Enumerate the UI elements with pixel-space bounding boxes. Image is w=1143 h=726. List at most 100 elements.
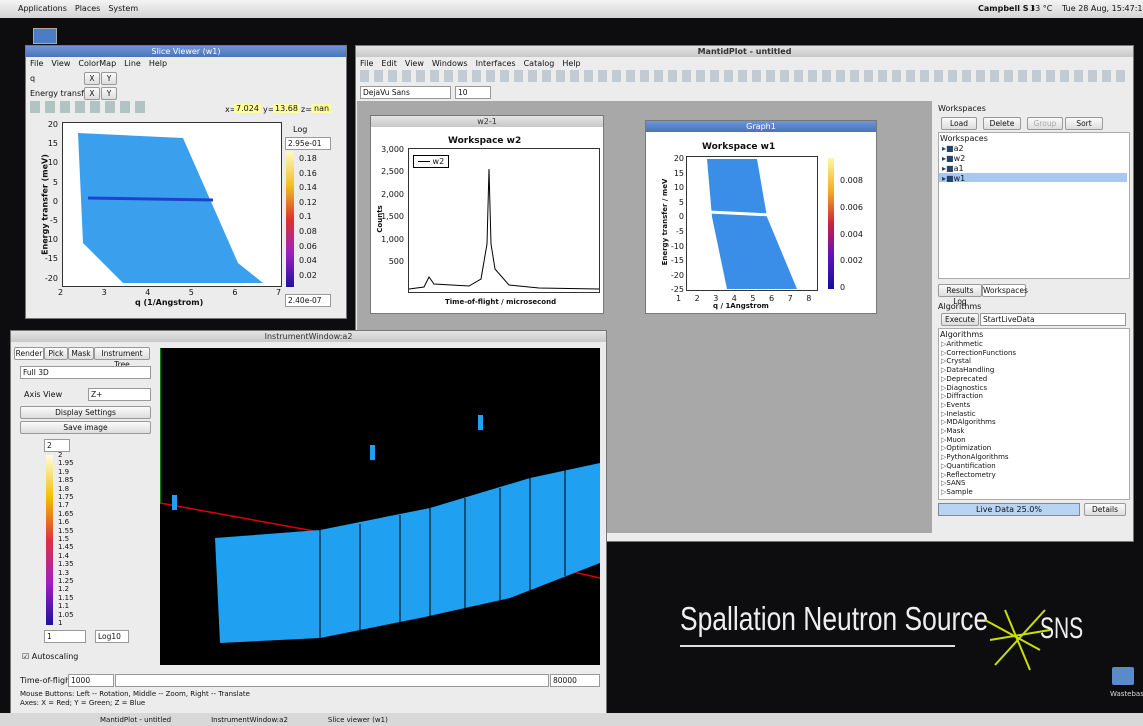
- menu-item[interactable]: File: [360, 59, 373, 68]
- delete-button[interactable]: Delete: [983, 117, 1021, 130]
- menu-item[interactable]: Edit: [381, 59, 397, 68]
- algorithm-category[interactable]: Mask: [941, 427, 964, 435]
- colorbar-tick-label: 1.75: [58, 493, 74, 501]
- taskbar-item[interactable]: MantidPlot - untitled: [100, 716, 171, 724]
- algorithm-category[interactable]: Deprecated: [941, 375, 987, 383]
- trash-icon[interactable]: [1112, 667, 1134, 685]
- menu-item[interactable]: Help: [149, 59, 167, 68]
- menu-item[interactable]: View: [51, 59, 70, 68]
- window-title[interactable]: InstrumentWindow:a2: [11, 331, 606, 342]
- tab[interactable]: Pick: [44, 347, 68, 360]
- y-axis-label: Counts: [376, 189, 384, 249]
- window-title[interactable]: w2-1: [371, 116, 603, 127]
- tab[interactable]: Mask: [68, 347, 94, 360]
- window-title[interactable]: MantidPlot - untitled: [356, 46, 1133, 57]
- menu-item[interactable]: Catalog: [524, 59, 555, 68]
- colorbar-tick-label: 0.06: [299, 242, 317, 251]
- workspace-item[interactable]: a1: [942, 164, 964, 173]
- panel-menu[interactable]: Places: [75, 4, 100, 13]
- tof-max[interactable]: 80000: [550, 674, 600, 687]
- algorithm-category[interactable]: DataHandling: [941, 366, 994, 374]
- menu-item[interactable]: Line: [124, 59, 141, 68]
- scale-select[interactable]: Log10: [95, 630, 129, 643]
- font-select[interactable]: DejaVu Sans: [360, 86, 451, 99]
- dim-y-button[interactable]: Y: [101, 72, 117, 85]
- window-title[interactable]: Graph1: [646, 121, 876, 132]
- algorithm-category[interactable]: Quantification: [941, 462, 996, 470]
- trash-label[interactable]: Wastebas: [1110, 690, 1143, 698]
- algorithm-category[interactable]: Muon: [941, 436, 966, 444]
- menu-item[interactable]: File: [30, 59, 43, 68]
- algorithm-category[interactable]: Diffraction: [941, 392, 983, 400]
- sort-button[interactable]: Sort: [1065, 117, 1103, 130]
- coord-value: 7.024: [234, 104, 261, 113]
- colorbar-tick-label: 1.05: [58, 611, 74, 619]
- tab[interactable]: Results Log: [938, 284, 982, 297]
- axis-view-select[interactable]: Z+: [88, 388, 151, 401]
- tab[interactable]: Instrument Tree: [94, 347, 150, 360]
- log-checkbox[interactable]: Log: [293, 125, 307, 134]
- font-size-select[interactable]: 10: [455, 86, 491, 99]
- taskbar-item[interactable]: Slice viewer (w1): [328, 716, 388, 724]
- x-axis-label: Time-of-flight / microsecond: [445, 298, 556, 306]
- tab[interactable]: Render: [14, 347, 44, 360]
- y-tick-label: -20: [668, 271, 684, 280]
- algorithm-category[interactable]: Reflectometry: [941, 471, 996, 479]
- details-button[interactable]: Details: [1084, 503, 1126, 516]
- selection: [939, 173, 1127, 182]
- load-button[interactable]: Load: [941, 117, 977, 130]
- save-image-button[interactable]: Save image: [20, 421, 151, 434]
- algorithm-category[interactable]: Events: [941, 401, 970, 409]
- workspace-item[interactable]: a2: [942, 144, 964, 153]
- algorithm-category[interactable]: PythonAlgorithms: [941, 453, 1009, 461]
- algorithm-category[interactable]: Arithmetic: [941, 340, 983, 348]
- workspace-item[interactable]: w1: [942, 174, 965, 183]
- algorithm-category[interactable]: Crystal: [941, 357, 971, 365]
- algorithm-category[interactable]: SANS: [941, 479, 965, 487]
- tof-min[interactable]: 1000: [68, 674, 114, 687]
- menu-item[interactable]: Windows: [432, 59, 468, 68]
- menu-item[interactable]: Interfaces: [476, 59, 516, 68]
- computer-icon[interactable]: [33, 28, 57, 44]
- colorbar-min[interactable]: 1: [44, 630, 86, 643]
- window-title[interactable]: Slice Viewer (w1): [26, 46, 346, 57]
- view-select[interactable]: Full 3D: [20, 366, 151, 379]
- toolbar[interactable]: [360, 70, 1130, 82]
- clock: Tue 28 Aug, 15:47:10: [1062, 4, 1143, 13]
- colorbar-tick-label: 1.35: [58, 560, 74, 568]
- tab[interactable]: Workspaces: [982, 284, 1026, 297]
- display-settings-button[interactable]: Display Settings: [20, 406, 151, 419]
- panel-menu[interactable]: System: [108, 4, 138, 13]
- algorithm-category[interactable]: Sample: [941, 488, 973, 496]
- tof-slider[interactable]: [115, 674, 549, 687]
- menu-item-list: File Edit View Windows Interfaces Catalog Help: [360, 59, 581, 68]
- x-tick-label: 6: [769, 294, 774, 303]
- algorithm-category[interactable]: Diagnostics: [941, 384, 987, 392]
- dim-x-button[interactable]: X: [84, 72, 100, 85]
- help-text: Axes: X = Red; Y = Green; Z = Blue: [20, 699, 145, 707]
- menu-item[interactable]: View: [405, 59, 424, 68]
- panel-menu[interactable]: Applications: [18, 4, 67, 13]
- algorithm-category[interactable]: Inelastic: [941, 410, 976, 418]
- colorbar-max[interactable]: 2.95e-01: [285, 137, 331, 150]
- colorbar-tick-label: 1.65: [58, 510, 74, 518]
- menu-item[interactable]: Help: [562, 59, 580, 68]
- legend: w2: [413, 155, 449, 168]
- coord-value: nan: [312, 104, 331, 113]
- menu-item[interactable]: ColorMap: [78, 59, 116, 68]
- workspace-item[interactable]: w2: [942, 154, 965, 163]
- toolbar[interactable]: [30, 101, 150, 113]
- algorithm-search[interactable]: StartLiveData: [980, 313, 1126, 326]
- dim-x-button[interactable]: X: [84, 87, 100, 100]
- algorithm-category[interactable]: CorrectionFunctions: [941, 349, 1016, 357]
- algorithm-category[interactable]: Optimization: [941, 444, 991, 452]
- colorbar-max[interactable]: 2: [44, 439, 70, 452]
- user[interactable]: Campbell S I: [978, 4, 1034, 13]
- colorbar-min[interactable]: 2.40e-07: [285, 294, 331, 307]
- autoscaling-checkbox[interactable]: ☑ Autoscaling: [22, 652, 78, 661]
- algorithm-category[interactable]: MDAlgorithms: [941, 418, 996, 426]
- dim-y-button[interactable]: Y: [101, 87, 117, 100]
- group-button[interactable]: Group: [1027, 117, 1063, 130]
- execute-button[interactable]: Execute: [941, 313, 979, 326]
- taskbar-item[interactable]: InstrumentWindow:a2: [211, 716, 288, 724]
